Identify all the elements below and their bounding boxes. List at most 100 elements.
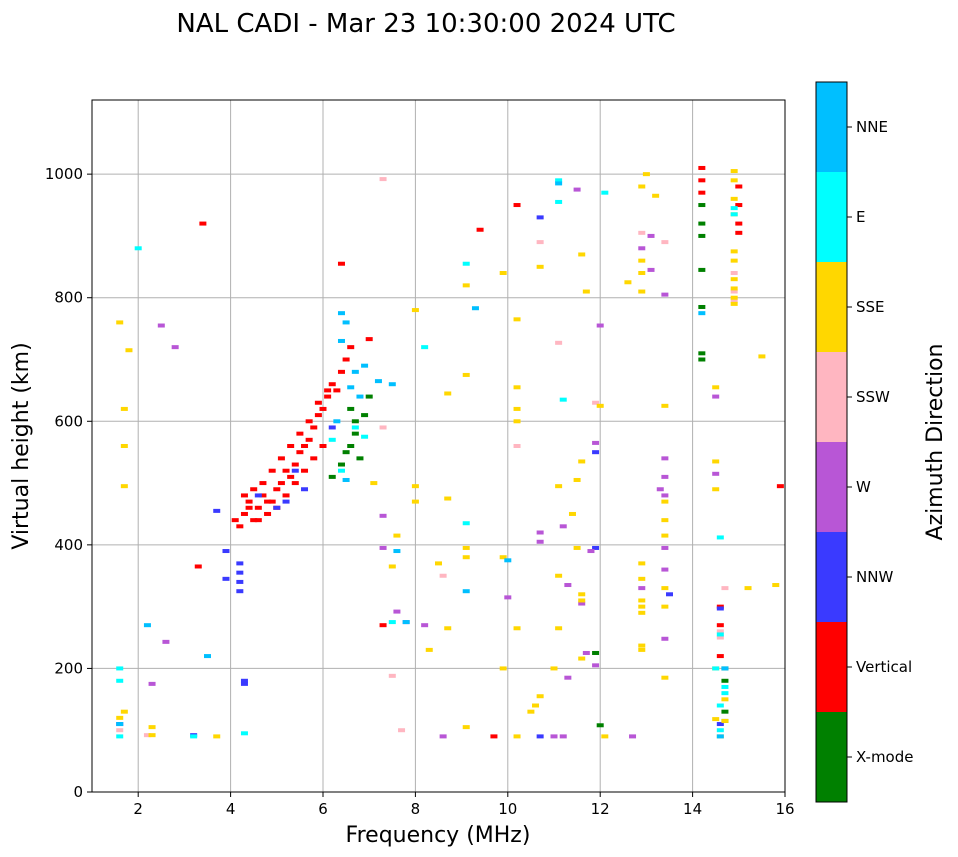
point-w bbox=[148, 681, 156, 686]
point-sse bbox=[638, 647, 646, 652]
point-sse bbox=[513, 626, 521, 631]
point-nne bbox=[143, 623, 151, 628]
point-nne bbox=[716, 734, 724, 739]
point-sse bbox=[444, 626, 452, 631]
point-e bbox=[716, 703, 724, 708]
point-x-mode bbox=[698, 221, 706, 226]
point-vertical bbox=[342, 357, 350, 362]
point-w bbox=[638, 246, 646, 251]
point-vertical bbox=[282, 468, 290, 473]
point-e bbox=[716, 632, 724, 637]
point-vertical bbox=[250, 518, 258, 523]
point-sse bbox=[652, 193, 660, 198]
x-axis-label: Frequency (MHz) bbox=[346, 823, 531, 848]
point-sse bbox=[730, 169, 738, 174]
point-sse bbox=[661, 499, 669, 504]
point-w bbox=[439, 734, 447, 739]
point-sse bbox=[712, 459, 720, 464]
point-e bbox=[116, 734, 124, 739]
point-sse bbox=[578, 656, 586, 661]
point-vertical bbox=[337, 369, 345, 374]
point-w bbox=[573, 187, 581, 192]
point-sse bbox=[499, 666, 507, 671]
point-vertical bbox=[199, 221, 207, 226]
point-sse bbox=[624, 280, 632, 285]
point-vertical bbox=[310, 456, 318, 461]
point-nne bbox=[374, 379, 382, 384]
point-ssw bbox=[730, 271, 738, 275]
point-ssw bbox=[379, 177, 387, 182]
point-sse bbox=[513, 734, 521, 739]
colorbar-label-nnw: NNW bbox=[856, 568, 893, 586]
point-vertical bbox=[328, 382, 336, 387]
point-vertical bbox=[319, 444, 327, 448]
x-tick-label: 2 bbox=[133, 800, 143, 818]
point-w bbox=[564, 675, 572, 680]
point-sse bbox=[712, 385, 720, 390]
point-e bbox=[116, 678, 124, 683]
point-sse bbox=[444, 391, 452, 396]
point-x-mode bbox=[356, 456, 364, 461]
point-sse bbox=[148, 725, 156, 730]
point-x-mode bbox=[351, 419, 359, 424]
point-vertical bbox=[259, 493, 267, 498]
point-vertical bbox=[337, 261, 345, 266]
point-w bbox=[647, 267, 655, 272]
colorbar-title: Azimuth Direction bbox=[923, 343, 948, 540]
colorbar-label-ssw: SSW bbox=[856, 388, 890, 406]
point-sse bbox=[536, 264, 544, 269]
point-nne bbox=[388, 382, 396, 387]
point-sse bbox=[578, 598, 586, 603]
y-tick-label: 0 bbox=[73, 783, 83, 801]
point-sse bbox=[550, 666, 558, 671]
point-e bbox=[361, 434, 369, 439]
point-vertical bbox=[194, 564, 202, 569]
point-x-mode bbox=[592, 650, 600, 655]
point-sse bbox=[638, 598, 646, 603]
point-w bbox=[582, 650, 590, 655]
point-vertical bbox=[314, 400, 322, 405]
point-w bbox=[596, 323, 604, 328]
point-sse bbox=[555, 484, 563, 489]
point-e bbox=[240, 731, 248, 736]
point-nnw bbox=[222, 549, 230, 554]
point-nnw bbox=[236, 570, 244, 575]
point-sse bbox=[411, 499, 419, 504]
point-sse bbox=[513, 406, 521, 411]
point-nnw bbox=[236, 561, 244, 566]
point-sse bbox=[568, 511, 576, 516]
point-w bbox=[536, 539, 544, 544]
y-axis-label: Virtual height (km) bbox=[9, 342, 34, 549]
point-sse bbox=[388, 564, 396, 569]
point-w bbox=[629, 734, 637, 739]
point-sse bbox=[120, 484, 128, 489]
point-sse bbox=[712, 717, 720, 722]
point-sse bbox=[661, 604, 669, 609]
point-vertical bbox=[296, 450, 304, 455]
point-nnw bbox=[254, 493, 262, 498]
point-x-mode bbox=[698, 351, 706, 356]
point-ssw bbox=[555, 340, 563, 345]
point-sse bbox=[499, 555, 507, 560]
colorbar-segment-sse bbox=[816, 262, 847, 352]
point-sse bbox=[730, 178, 738, 183]
point-sse bbox=[532, 703, 540, 708]
point-sse bbox=[555, 573, 563, 578]
point-vertical bbox=[259, 481, 267, 486]
point-sse bbox=[578, 252, 586, 257]
point-vertical bbox=[310, 425, 318, 430]
point-vertical bbox=[268, 499, 276, 504]
point-sse bbox=[730, 277, 738, 282]
point-sse bbox=[582, 289, 590, 294]
point-sse bbox=[148, 733, 156, 738]
point-ssw bbox=[638, 230, 646, 235]
point-e bbox=[716, 535, 724, 540]
point-e bbox=[559, 397, 567, 402]
point-vertical bbox=[365, 337, 373, 342]
point-sse bbox=[638, 643, 646, 648]
point-nne bbox=[337, 338, 345, 343]
y-tick-label: 600 bbox=[54, 412, 83, 430]
point-vertical bbox=[240, 493, 248, 498]
point-ssw bbox=[439, 573, 447, 578]
